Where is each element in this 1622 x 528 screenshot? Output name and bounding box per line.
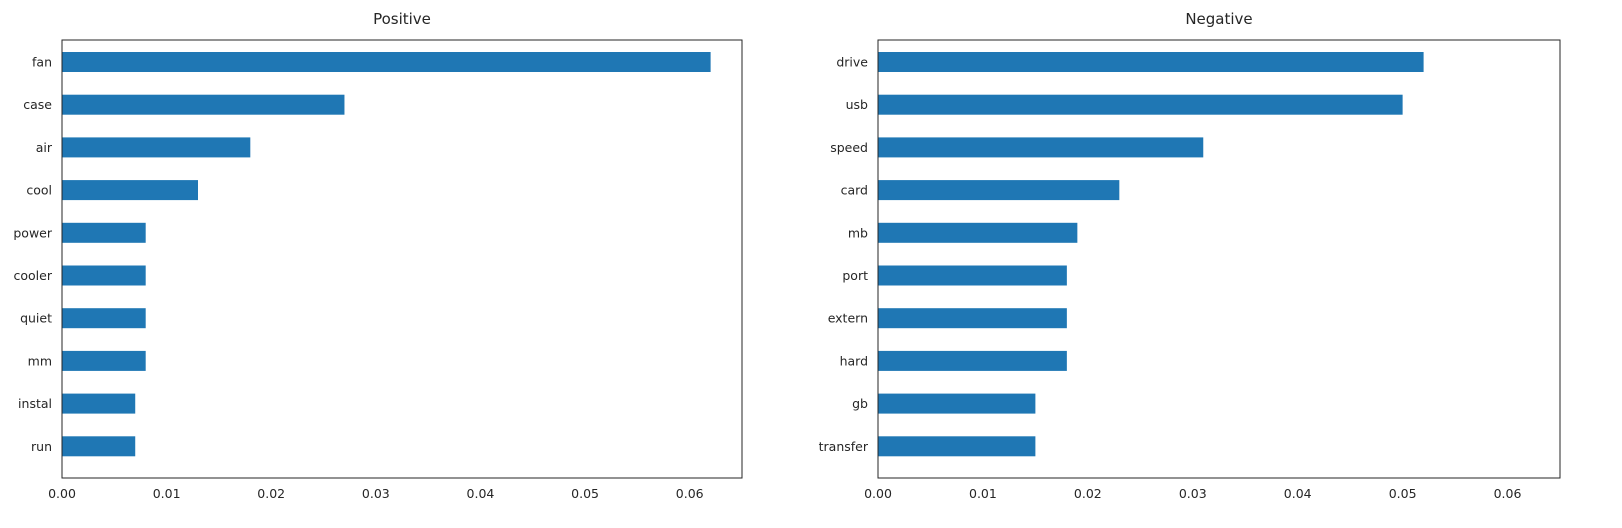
x-tick-label: 0.03 (362, 486, 390, 501)
x-tick-label: 0.06 (676, 486, 704, 501)
bar-quiet (62, 308, 146, 329)
bar-drive (878, 52, 1424, 72)
x-tick-labels: 0.00 0.01 0.02 0.03 0.04 0.05 0.06 (864, 486, 1521, 501)
bar-group (62, 52, 711, 457)
chart-title: Negative (1185, 10, 1252, 28)
y-tick-label: power (13, 225, 52, 240)
y-tick-label: extern (828, 311, 868, 326)
bar-cooler (62, 265, 146, 286)
bar-cool (62, 180, 198, 201)
bar-gb (878, 393, 1036, 414)
y-tick-label: gb (852, 396, 868, 411)
y-tick-label: instal (18, 396, 52, 411)
bar-air (62, 137, 251, 158)
y-tick-label: run (31, 439, 52, 454)
bar-hard (878, 350, 1067, 371)
bar-instal (62, 393, 136, 414)
x-tick-label: 0.01 (153, 486, 181, 501)
y-tick-labels: fan case air cool power cooler quiet mm instal ru… (13, 55, 62, 454)
x-tick-label: 0.04 (467, 486, 495, 501)
x-tick-label: 0.03 (1179, 486, 1207, 501)
positive-chart: Positive fan case air cool power cooler quiet m… (13, 10, 743, 501)
y-tick-label: cooler (14, 268, 53, 283)
y-tick-label: air (36, 140, 53, 155)
x-tick-label: 0.02 (1074, 486, 1102, 501)
y-tick-label: port (842, 268, 868, 283)
x-tick-label: 0.00 (48, 486, 76, 501)
y-tick-label: card (841, 183, 868, 198)
y-tick-label: transfer (819, 439, 869, 454)
y-tick-label: case (23, 97, 52, 112)
x-tick-label: 0.00 (864, 486, 892, 501)
x-tick-label: 0.05 (1389, 486, 1417, 501)
x-tick-label: 0.04 (1284, 486, 1312, 501)
y-tick-label: mb (848, 225, 868, 240)
bar-card (878, 180, 1120, 201)
y-tick-label: cool (26, 183, 52, 198)
bar-fan (62, 52, 711, 72)
plot-frame (61, 39, 743, 479)
y-tick-label: usb (846, 97, 868, 112)
x-tick-labels: 0.00 0.01 0.02 0.03 0.04 0.05 0.06 (48, 486, 704, 501)
y-tick-label: hard (840, 353, 868, 368)
y-tick-label: quiet (20, 311, 52, 326)
x-tick-label: 0.05 (571, 486, 599, 501)
bar-extern (878, 308, 1067, 329)
bar-run (62, 436, 136, 457)
negative-chart: Negative drive usb speed card mb port extern ha… (819, 10, 1561, 501)
y-tick-label: drive (836, 55, 868, 70)
bar-case (62, 94, 345, 115)
chart-title: Positive (373, 10, 431, 28)
x-tick-label: 0.06 (1494, 486, 1522, 501)
bar-mm (62, 350, 146, 371)
bar-power (62, 222, 146, 243)
x-tick-label: 0.02 (257, 486, 285, 501)
bar-port (878, 265, 1067, 286)
x-tick-label: 0.01 (969, 486, 997, 501)
bar-transfer (878, 436, 1036, 457)
y-tick-label: fan (32, 55, 52, 70)
y-tick-labels: drive usb speed card mb port extern hard gb trans… (819, 55, 878, 454)
bar-mb (878, 222, 1078, 243)
y-tick-label: mm (28, 353, 52, 368)
bar-group (878, 52, 1424, 457)
y-tick-label: speed (830, 140, 868, 155)
bar-usb (878, 94, 1403, 115)
plot-frame (877, 39, 1561, 479)
bar-speed (878, 137, 1204, 158)
